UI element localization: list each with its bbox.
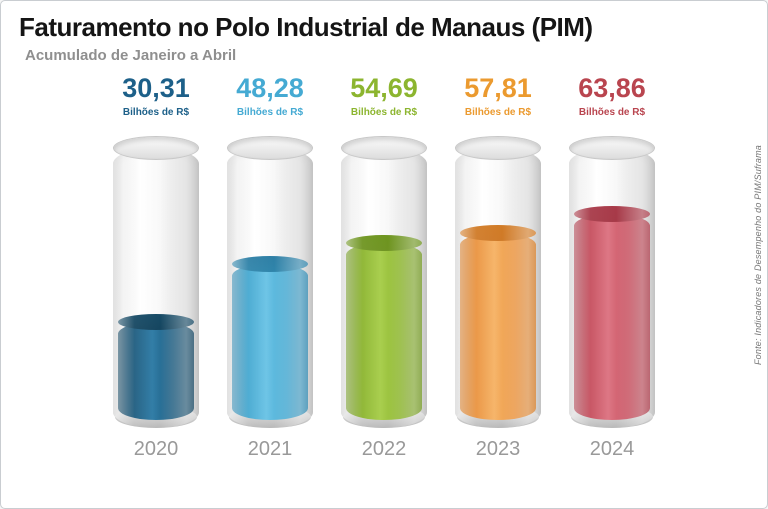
year-label: 2022 [361, 437, 407, 460]
liquid-fill [346, 235, 422, 420]
chart-column-2020: 30,31 Bilhões de R$ 2020 [112, 72, 200, 461]
year-label: 2020 [133, 437, 179, 460]
unit-label: Bilhões de R$ [350, 106, 418, 118]
cylinder-2022 [341, 135, 427, 428]
chart-column-2022: 54,69 Bilhões de R$ 2022 [340, 72, 428, 461]
source-credit: Fonte: Indicadores de Desempenho do PIM/… [753, 144, 763, 365]
liquid-surface [460, 225, 536, 242]
unit-label: Bilhões de R$ [236, 106, 304, 118]
tube-top-rim [455, 135, 541, 160]
liquid-fill [118, 313, 194, 420]
liquid-fill [574, 205, 650, 420]
value-label: 48,28 [236, 72, 304, 103]
unit-label: Bilhões de R$ [578, 106, 646, 118]
liquid-surface [574, 205, 650, 222]
cylinder-2021 [227, 135, 313, 428]
chart-columns: 30,31 Bilhões de R$ 2020 48,28 Bilhões de R$… [1, 72, 767, 461]
chart-column-2021: 48,28 Bilhões de R$ 2021 [226, 72, 314, 461]
cylinder-2024 [569, 135, 655, 428]
liquid-surface [346, 235, 422, 252]
liquid-fill [232, 255, 308, 420]
header: Faturamento no Polo Industrial de Manaus… [1, 1, 767, 64]
cylinder-2023 [455, 135, 541, 428]
chart-column-2024: 63,86 Bilhões de R$ 2024 [568, 72, 656, 461]
value-label: 63,86 [578, 72, 646, 103]
tube-top-rim [113, 135, 199, 160]
tube-top-rim [341, 135, 427, 160]
cylinder-2020 [113, 135, 199, 428]
liquid-fill [460, 225, 536, 420]
year-label: 2021 [247, 437, 293, 460]
page-title: Faturamento no Polo Industrial de Manaus… [19, 12, 593, 42]
page-subtitle: Acumulado de Janeiro a Abril [25, 46, 237, 64]
tube-top-rim [227, 135, 313, 160]
value-label: 54,69 [350, 72, 418, 103]
year-label: 2023 [475, 437, 521, 460]
value-label: 57,81 [464, 72, 532, 103]
unit-label: Bilhões de R$ [122, 106, 190, 118]
tube-top-rim [569, 135, 655, 160]
year-label: 2024 [589, 437, 635, 460]
value-label: 30,31 [122, 72, 190, 103]
liquid-surface [118, 313, 194, 330]
chart-column-2023: 57,81 Bilhões de R$ 2023 [454, 72, 542, 461]
unit-label: Bilhões de R$ [464, 106, 532, 118]
liquid-surface [232, 255, 308, 272]
